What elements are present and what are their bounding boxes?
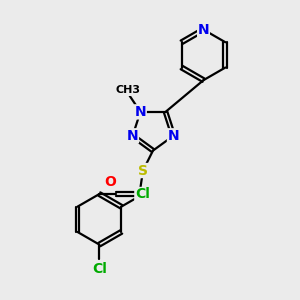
Text: O: O: [104, 175, 116, 189]
Text: N: N: [135, 105, 146, 119]
Text: Cl: Cl: [92, 262, 107, 276]
Text: Cl: Cl: [135, 188, 150, 202]
Text: N: N: [127, 129, 138, 143]
Text: S: S: [138, 164, 148, 178]
Text: CH3: CH3: [116, 85, 141, 95]
Text: N: N: [167, 129, 179, 143]
Text: N: N: [198, 22, 209, 37]
